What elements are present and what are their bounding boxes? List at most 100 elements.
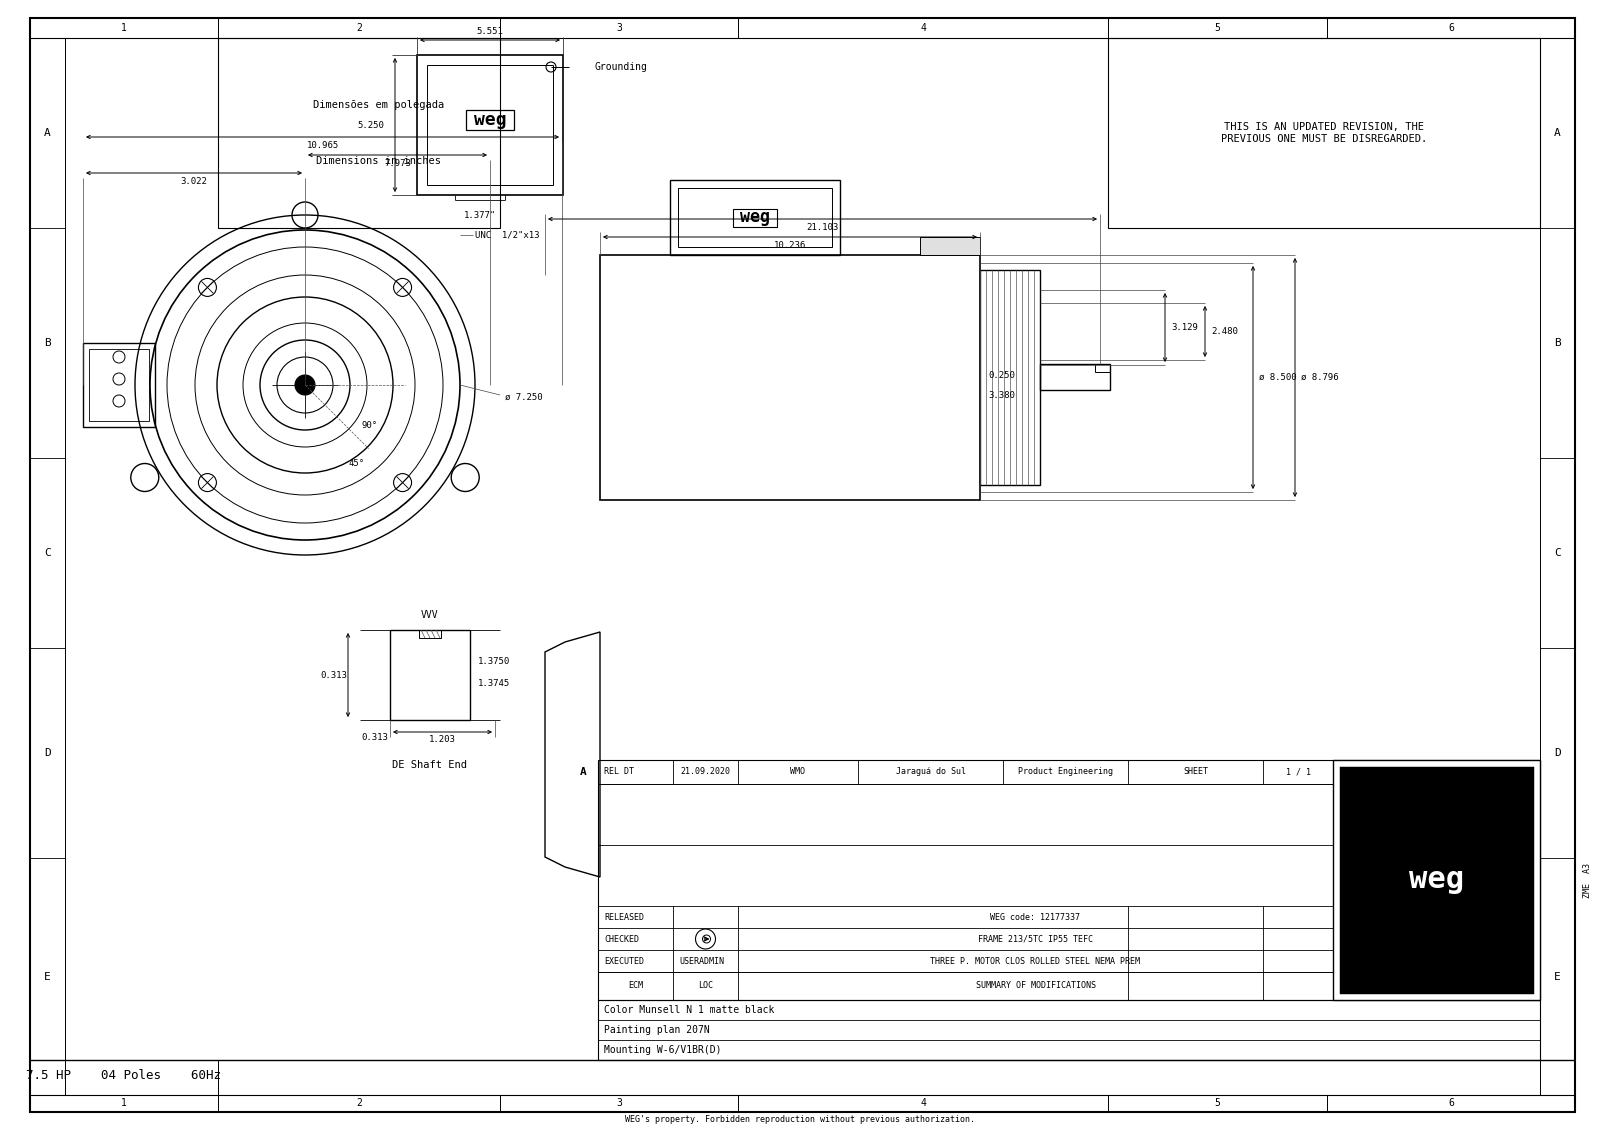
Text: 2: 2 (357, 1098, 362, 1108)
Text: 3: 3 (616, 23, 622, 33)
Text: 1.377": 1.377" (464, 211, 496, 220)
Text: ø 8.500: ø 8.500 (1259, 374, 1296, 381)
Text: weg: weg (1410, 866, 1464, 894)
Text: D: D (45, 748, 51, 758)
Bar (979, 271, 1040, 484)
Text: 6: 6 (1448, 23, 1454, 33)
Text: Painting plan 207N: Painting plan 207N (605, 1024, 710, 1035)
Text: CHECKED: CHECKED (1411, 981, 1445, 990)
Bar (678, 188, 832, 247)
Text: 1: 1 (122, 23, 126, 33)
Text: Dimensions in inches: Dimensions in inches (317, 156, 442, 166)
Text: 1 / 1: 1 / 1 (1285, 767, 1310, 777)
Text: C: C (45, 548, 51, 558)
Text: 5: 5 (1214, 1098, 1221, 1108)
Text: 5.250: 5.250 (357, 120, 384, 129)
Bar (427, 65, 554, 185)
Text: Color Munsell N 1 matte black: Color Munsell N 1 matte black (605, 1005, 774, 1015)
Text: 7.5 HP    04 Poles    60Hz: 7.5 HP 04 Poles 60Hz (27, 1069, 221, 1082)
Bar (733, 208, 778, 226)
Text: 4: 4 (920, 23, 926, 33)
Text: RELEASED: RELEASED (1461, 983, 1494, 989)
Text: WEG's property. Forbidden reproduction without previous authorization.: WEG's property. Forbidden reproduction w… (626, 1115, 974, 1124)
Text: CHECKED: CHECKED (605, 935, 638, 943)
Text: Mounting W-6/V1BR(D): Mounting W-6/V1BR(D) (605, 1045, 722, 1055)
Bar (466, 110, 514, 130)
Text: ZME  A3: ZME A3 (1582, 863, 1592, 898)
Text: 1.203: 1.203 (429, 736, 456, 745)
Text: 7.973: 7.973 (384, 158, 411, 168)
Text: 21.103: 21.103 (806, 223, 838, 232)
Bar (218, 38, 499, 228)
Bar (83, 343, 155, 427)
Text: USERADMIN: USERADMIN (678, 957, 723, 966)
Text: 5.551: 5.551 (477, 27, 504, 36)
Bar (1107, 38, 1539, 228)
Text: B: B (1554, 338, 1562, 348)
Text: VVV: VVV (421, 610, 438, 620)
Text: Product Engineering: Product Engineering (1018, 767, 1114, 777)
Text: A: A (1554, 128, 1562, 138)
Text: E: E (45, 971, 51, 981)
Text: 21.09.2020: 21.09.2020 (680, 767, 731, 777)
Bar (418, 55, 563, 195)
Text: weg: weg (739, 208, 770, 226)
Text: THREE P. MOTOR CLOS ROLLED STEEL NEMA PREM: THREE P. MOTOR CLOS ROLLED STEEL NEMA PR… (931, 957, 1141, 966)
Text: UNC  1/2"x13: UNC 1/2"x13 (475, 231, 539, 240)
Text: 2: 2 (357, 23, 362, 33)
Text: 6: 6 (1448, 1098, 1454, 1108)
Text: ø 8.796: ø 8.796 (1301, 374, 1339, 381)
Text: 0.313: 0.313 (362, 734, 389, 743)
Text: 1.3745: 1.3745 (478, 679, 510, 688)
Text: ø 7.250: ø 7.250 (506, 393, 542, 402)
Text: DE Shaft End: DE Shaft End (392, 760, 467, 770)
Text: THIS IS AN UPDATED REVISION, THE
PREVIOUS ONE MUST BE DISREGARDED.: THIS IS AN UPDATED REVISION, THE PREVIOU… (1221, 122, 1427, 144)
Circle shape (294, 375, 315, 395)
Text: Grounding: Grounding (595, 62, 648, 72)
Text: 5: 5 (1214, 23, 1221, 33)
Text: 3.380: 3.380 (989, 391, 1014, 400)
Bar (670, 180, 840, 255)
Text: 1: 1 (122, 1098, 126, 1108)
Text: EXECUTED: EXECUTED (605, 957, 643, 966)
Text: 45°: 45° (349, 458, 365, 468)
Bar (598, 1000, 1539, 1060)
Bar (390, 631, 470, 720)
Text: 3.022: 3.022 (181, 177, 208, 186)
Bar (1333, 760, 1539, 1000)
Text: 90°: 90° (362, 420, 378, 429)
Text: A: A (45, 128, 51, 138)
Bar (419, 631, 442, 638)
Text: 2.480: 2.480 (1211, 327, 1238, 336)
Text: REL DT: REL DT (605, 767, 634, 777)
Text: 4: 4 (920, 1098, 926, 1108)
Text: SHEET: SHEET (1182, 767, 1208, 777)
Text: EXECUTED: EXECUTED (1349, 981, 1387, 990)
Bar (1341, 767, 1533, 992)
Text: B: B (45, 338, 51, 348)
Text: 1.3750: 1.3750 (478, 657, 510, 666)
Text: weg: weg (474, 111, 506, 129)
Text: 0.250: 0.250 (989, 370, 1014, 379)
Text: D: D (1554, 748, 1562, 758)
Text: 3.129: 3.129 (1171, 323, 1198, 332)
Text: 3: 3 (616, 1098, 622, 1108)
Bar (1040, 365, 1110, 391)
Text: E: E (1554, 971, 1562, 981)
Text: DATE: DATE (1512, 981, 1531, 990)
Text: WEG code: 12177337: WEG code: 12177337 (990, 912, 1080, 921)
Text: RELEASED: RELEASED (605, 912, 643, 921)
Text: ECM: ECM (627, 981, 643, 990)
Text: SUMMARY OF MODIFICATIONS: SUMMARY OF MODIFICATIONS (976, 981, 1096, 990)
Text: 0.313: 0.313 (320, 670, 347, 679)
Text: C: C (1554, 548, 1562, 558)
Text: Dimensões em polegada: Dimensões em polegada (314, 100, 445, 110)
Bar (600, 255, 979, 500)
Text: 10.965: 10.965 (306, 140, 339, 149)
Text: Jaraguá do Sul: Jaraguá do Sul (896, 767, 965, 777)
Bar (1094, 365, 1110, 372)
Text: WMO: WMO (790, 767, 805, 777)
Text: A: A (579, 767, 586, 777)
Text: FRAME 213/5TC IP55 TEFC: FRAME 213/5TC IP55 TEFC (978, 935, 1093, 943)
Bar (920, 237, 979, 255)
